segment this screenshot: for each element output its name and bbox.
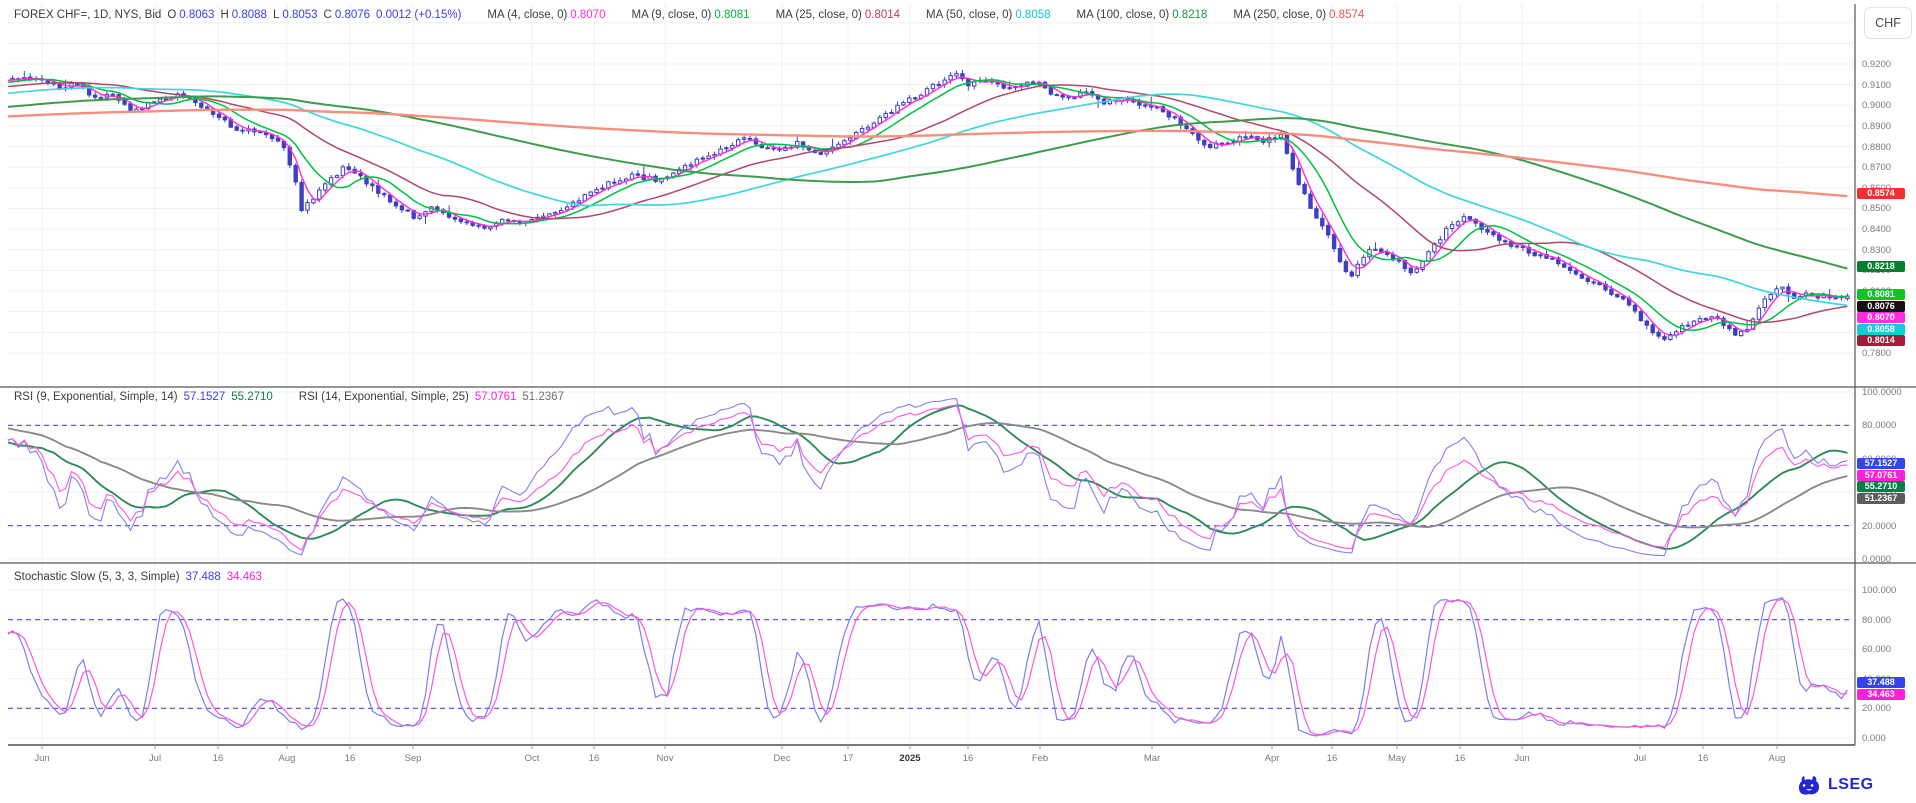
- ma-legend-100[interactable]: MA (100, close, 0) 0.8218: [1076, 9, 1208, 21]
- ma-line-9: [8, 78, 1848, 331]
- ma-line-4: [8, 76, 1848, 337]
- rsi2-value: 57.0761: [474, 391, 517, 403]
- brand-name: LSEG: [1828, 776, 1874, 793]
- stochastic-legend[interactable]: Stochastic Slow (5, 3, 3, Simple) 37.488…: [14, 571, 262, 583]
- ohlc-open: O 0.8063: [167, 9, 215, 21]
- stoch-d-value: 34.463: [226, 571, 262, 583]
- rsi14-line: [8, 404, 1848, 552]
- price-legend[interactable]: FOREX CHF=, 1D, NYS, Bid O 0.8063 H 0.8088…: [14, 9, 1364, 21]
- ma-legend-50[interactable]: MA (50, close, 0) 0.8058: [926, 9, 1051, 21]
- ohlc-low: L 0.8053: [272, 9, 318, 21]
- ma-line-100: [8, 95, 1848, 270]
- rsi9-line: [8, 398, 1848, 557]
- ma-legend-25[interactable]: MA (25, close, 0) 0.8014: [775, 9, 901, 21]
- rsi1-label: RSI (9, Exponential, Simple, 14): [14, 391, 178, 403]
- symbol-label: FOREX CHF=, 1D, NYS, Bid: [14, 9, 162, 21]
- ma-legend-9[interactable]: MA (9, close, 0) 0.8081: [631, 9, 750, 21]
- gridlines: [8, 4, 1853, 745]
- rsi-legend[interactable]: RSI (9, Exponential, Simple, 14) 57.1527…: [14, 391, 564, 403]
- rsi9-smooth-line: [8, 404, 1848, 550]
- rsi2-smooth: 51.2367: [522, 391, 564, 403]
- lseg-lion-icon: [1798, 776, 1820, 795]
- rsi1-value: 57.1527: [183, 391, 226, 403]
- change-value: 0.0012 (+0.15%): [376, 9, 462, 21]
- lseg-logo: LSEG: [1796, 774, 1874, 796]
- ma-legend-250[interactable]: MA (250, close, 0) 0.8574: [1233, 9, 1365, 21]
- ma-line-50: [8, 86, 1848, 307]
- instrument-button-chf[interactable]: CHF: [1864, 7, 1912, 39]
- ohlc-high: H 0.8088: [220, 9, 267, 21]
- stoch-d-line: [8, 598, 1848, 736]
- rsi14-smooth-line: [8, 422, 1848, 529]
- ma-line-250: [8, 108, 1848, 198]
- ma-line-25: [8, 81, 1848, 323]
- stoch-k-line: [8, 596, 1848, 737]
- stoch-label: Stochastic Slow (5, 3, 3, Simple): [14, 571, 180, 583]
- ma-legend-4[interactable]: MA (4, close, 0) 0.8070: [487, 9, 606, 21]
- stoch-k-value: 37.488: [185, 571, 221, 583]
- ohlc-close: C 0.8076: [323, 9, 371, 21]
- ma-overlays: [8, 76, 1848, 337]
- rsi1-smooth: 55.2710: [231, 391, 273, 403]
- rsi2-label: RSI (14, Exponential, Simple, 25): [298, 391, 469, 403]
